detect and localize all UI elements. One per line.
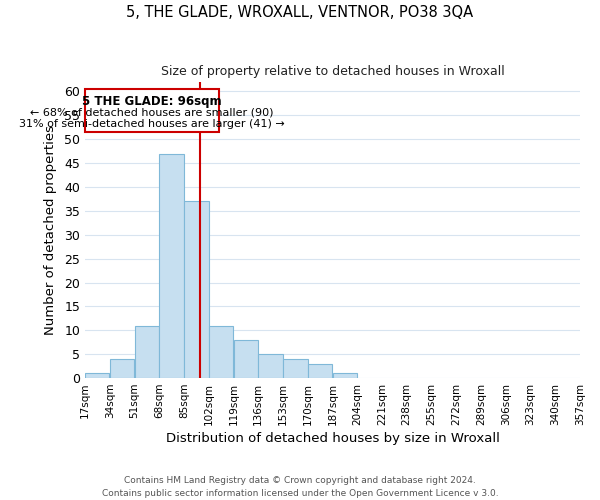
Text: 5, THE GLADE, WROXALL, VENTNOR, PO38 3QA: 5, THE GLADE, WROXALL, VENTNOR, PO38 3QA (127, 5, 473, 20)
Bar (333, 374, 357, 378)
X-axis label: Distribution of detached houses by size in Wroxall: Distribution of detached houses by size … (166, 432, 499, 445)
Text: 31% of semi-detached houses are larger (41) →: 31% of semi-detached houses are larger (… (19, 120, 285, 130)
Text: Contains HM Land Registry data © Crown copyright and database right 2024.
Contai: Contains HM Land Registry data © Crown c… (101, 476, 499, 498)
Bar (308, 364, 332, 378)
Text: ← 68% of detached houses are smaller (90): ← 68% of detached houses are smaller (90… (30, 107, 274, 117)
Y-axis label: Number of detached properties: Number of detached properties (44, 125, 57, 335)
Text: 5 THE GLADE: 96sqm: 5 THE GLADE: 96sqm (82, 95, 222, 108)
Bar (134, 326, 159, 378)
Bar (110, 359, 134, 378)
Bar (283, 359, 308, 378)
FancyBboxPatch shape (85, 89, 219, 132)
Bar (160, 154, 184, 378)
Bar (259, 354, 283, 378)
Bar (209, 326, 233, 378)
Bar (233, 340, 258, 378)
Title: Size of property relative to detached houses in Wroxall: Size of property relative to detached ho… (161, 65, 505, 78)
Bar (184, 202, 209, 378)
Bar (85, 374, 109, 378)
